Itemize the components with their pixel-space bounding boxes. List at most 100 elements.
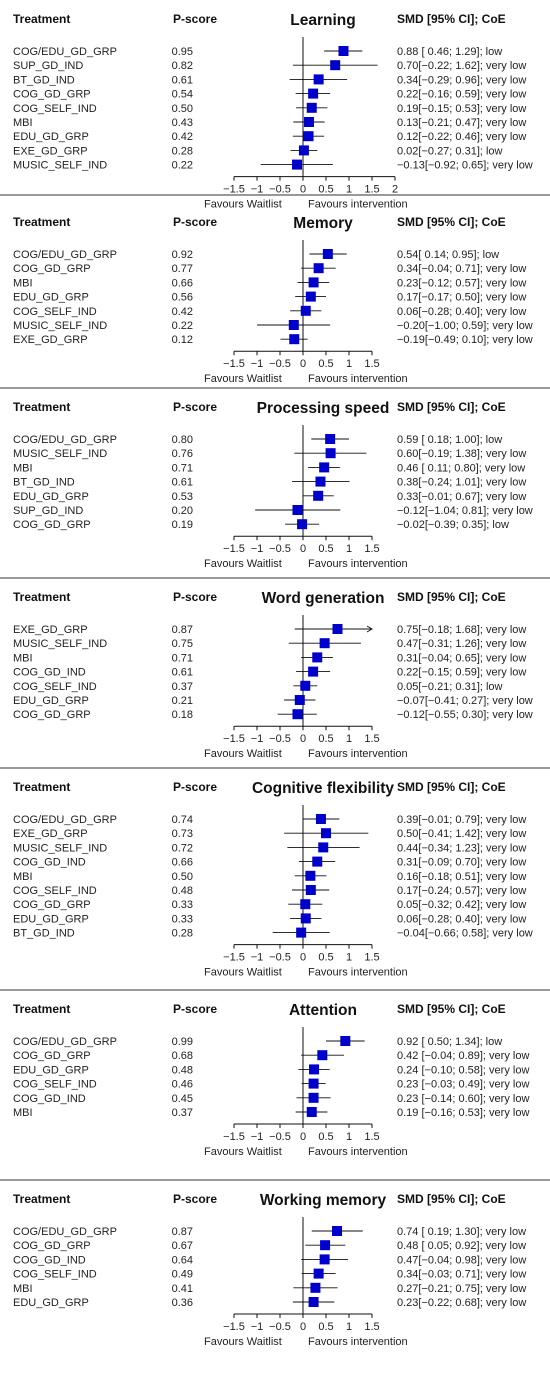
treatment-label: MBI xyxy=(13,1107,33,1119)
header-smd: SMD [95% CI]; CoE xyxy=(397,780,506,794)
favours-intervention: Favours intervention xyxy=(308,748,408,760)
treatment-label: EDU_GD_GRP xyxy=(13,491,89,503)
pscore-value: 0.95 xyxy=(172,46,193,58)
treatment-label: COG/EDU_GD_GRP xyxy=(13,1036,117,1048)
treatment-label: EDU_GD_GRP xyxy=(13,131,89,143)
pscore-value: 0.73 xyxy=(172,828,193,840)
panel-title: Processing speed xyxy=(257,400,390,417)
pscore-value: 0.75 xyxy=(172,638,193,650)
x-tick-label: 0 xyxy=(300,184,306,196)
panel-title: Attention xyxy=(289,1002,357,1019)
x-tick-label: −1.5 xyxy=(223,733,245,745)
x-tick-label: 0.5 xyxy=(318,1321,333,1333)
header-smd: SMD [95% CI]; CoE xyxy=(397,215,506,229)
favours-intervention: Favours intervention xyxy=(308,1336,408,1348)
smd-marker xyxy=(308,666,319,677)
pscore-value: 0.22 xyxy=(172,320,193,332)
x-tick-label: 1 xyxy=(346,358,352,370)
x-tick-label: 1.5 xyxy=(364,1321,379,1333)
smd-ci-text: 0.88 [ 0.46; 1.29]; low xyxy=(397,46,502,58)
smd-marker xyxy=(332,624,343,634)
smd-ci-text: 0.05[−0.32; 0.42]; very low xyxy=(397,899,526,911)
pscore-value: 0.72 xyxy=(172,842,193,854)
smd-marker xyxy=(292,505,303,515)
x-tick-label: −0.5 xyxy=(269,1131,291,1143)
smd-ci-text: 0.19 [−0.16; 0.53]; very low xyxy=(397,1107,529,1119)
treatment-label: MUSIC_SELF_IND xyxy=(13,448,107,460)
x-tick-label: 0.5 xyxy=(318,1131,333,1143)
favours-waitlist: Favours Waitlist xyxy=(204,1336,282,1348)
pscore-value: 0.82 xyxy=(172,60,193,72)
smd-marker xyxy=(310,1282,321,1293)
pscore-value: 0.77 xyxy=(172,263,193,275)
smd-ci-text: −0.19[−0.49; 0.10]; very low xyxy=(397,334,533,346)
smd-ci-text: 0.34[−0.03; 0.71]; very low xyxy=(397,1269,526,1281)
smd-marker xyxy=(322,249,333,259)
treatment-label: MUSIC_SELF_IND xyxy=(13,320,107,332)
x-tick-label: 1 xyxy=(346,184,352,196)
x-tick-label: 2 xyxy=(392,184,398,196)
treatment-label: COG_SELF_IND xyxy=(13,1269,97,1281)
x-tick-label: 1.5 xyxy=(364,184,379,196)
favours-intervention: Favours intervention xyxy=(308,967,408,979)
pscore-value: 0.99 xyxy=(172,1036,193,1048)
x-tick-label: 0 xyxy=(300,733,306,745)
x-tick-label: 0 xyxy=(300,1321,306,1333)
smd-marker xyxy=(300,899,311,910)
x-tick-label: 1.5 xyxy=(364,733,379,745)
smd-ci-text: −0.20[−1.00; 0.59]; very low xyxy=(397,320,533,332)
pscore-value: 0.33 xyxy=(172,899,193,911)
smd-ci-text: 0.23 [−0.03; 0.49]; very low xyxy=(397,1079,529,1091)
favours-waitlist: Favours Waitlist xyxy=(204,558,282,570)
smd-marker xyxy=(325,434,336,444)
smd-marker xyxy=(305,291,316,302)
smd-ci-text: 0.50[−0.41; 1.42]; very low xyxy=(397,828,526,840)
treatment-label: MBI xyxy=(13,871,33,883)
ci-arrow xyxy=(366,625,373,633)
smd-ci-text: 0.23[−0.22; 0.68]; very low xyxy=(397,1297,526,1309)
smd-marker xyxy=(308,277,319,288)
header-treatment: Treatment xyxy=(13,1002,70,1016)
treatment-label: BT_GD_IND xyxy=(13,928,75,940)
smd-ci-text: 0.34[−0.04; 0.71]; very low xyxy=(397,263,526,275)
smd-ci-text: 0.33[−0.01; 0.67]; very low xyxy=(397,491,526,503)
x-tick-label: 1.5 xyxy=(364,952,379,964)
smd-ci-text: 0.60[−0.19; 1.38]; very low xyxy=(397,448,526,460)
treatment-label: COG_GD_IND xyxy=(13,857,86,869)
smd-marker xyxy=(306,102,317,113)
smd-ci-text: 0.22[−0.16; 0.59]; very low xyxy=(397,89,526,101)
pscore-value: 0.43 xyxy=(172,117,193,129)
smd-marker xyxy=(296,927,307,938)
treatment-label: COG/EDU_GD_GRP xyxy=(13,46,117,58)
pscore-value: 0.71 xyxy=(172,462,193,474)
pscore-value: 0.61 xyxy=(172,667,193,679)
smd-ci-text: 0.38[−0.24; 1.01]; very low xyxy=(397,477,526,489)
x-tick-label: 0 xyxy=(300,952,306,964)
treatment-label: MBI xyxy=(13,652,33,664)
smd-ci-text: −0.04[−0.66; 0.58]; very low xyxy=(397,928,533,940)
treatment-label: COG_GD_IND xyxy=(13,1254,86,1266)
pscore-value: 0.71 xyxy=(172,652,193,664)
x-tick-label: 1.5 xyxy=(364,1131,379,1143)
smd-marker xyxy=(319,638,330,649)
treatment-label: COG_GD_GRP xyxy=(13,89,91,101)
x-tick-label: −1.5 xyxy=(223,184,245,196)
smd-ci-text: 0.39[−0.01; 0.79]; very low xyxy=(397,814,526,826)
smd-marker xyxy=(297,519,308,530)
smd-ci-text: 0.70[−0.22; 1.62]; very low xyxy=(397,60,526,72)
pscore-value: 0.66 xyxy=(172,277,193,289)
smd-marker xyxy=(300,680,311,691)
smd-marker xyxy=(340,1036,351,1046)
x-tick-label: 1 xyxy=(346,1321,352,1333)
x-tick-label: −1.5 xyxy=(223,1131,245,1143)
x-tick-label: −0.5 xyxy=(269,733,291,745)
smd-marker xyxy=(300,913,311,924)
pscore-value: 0.41 xyxy=(172,1283,193,1295)
x-tick-label: −1 xyxy=(251,184,264,196)
header-pscore: P-score xyxy=(173,215,217,229)
x-tick-label: −1 xyxy=(251,1131,264,1143)
smd-marker xyxy=(321,828,331,839)
favours-waitlist: Favours Waitlist xyxy=(204,748,282,760)
smd-marker xyxy=(294,695,305,705)
